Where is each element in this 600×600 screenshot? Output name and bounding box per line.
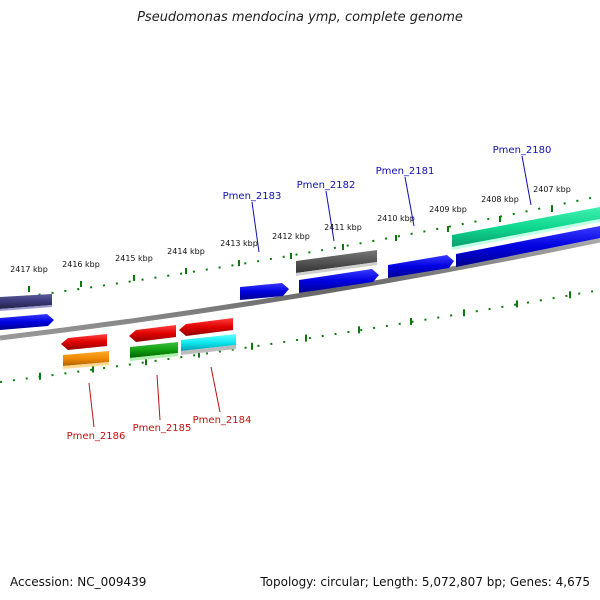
scale-label: 2416 kbp: [62, 260, 100, 269]
gene-label-pmen-2183[interactable]: Pmen_2183: [223, 191, 282, 202]
scale-label: 2413 kbp: [220, 239, 258, 248]
gene-label-pmen-2180[interactable]: Pmen_2180: [493, 145, 552, 156]
gene-feature-pmen-2185[interactable]: [129, 325, 176, 342]
gene-feature-pmen-2180[interactable]: [456, 226, 600, 267]
scale-label: 2410 kbp: [377, 214, 415, 223]
gene-label-pmen-2184[interactable]: Pmen_2184: [193, 415, 252, 426]
scale-label: 2417 kbp: [10, 265, 48, 274]
gene-label-group-pmen-2180: Pmen_2180: [493, 145, 552, 206]
scale-labels: 2417 kbp 2416 kbp 2415 kbp 2414 kbp 2413 kbp…: [10, 185, 571, 274]
gene-feature-pmen-2183[interactable]: [240, 283, 289, 300]
gene-label-group-pmen-2185: Pmen_2185: [133, 374, 192, 434]
gene-label-pmen-2185[interactable]: Pmen_2185: [133, 423, 192, 434]
gene-feature-pmen-2186[interactable]: [61, 334, 107, 350]
gene-feature-pmen-2181[interactable]: [388, 255, 454, 278]
gene-feature-blue-left[interactable]: [0, 314, 54, 330]
scale-label: 2412 kbp: [272, 232, 310, 241]
accession-text: Accession: NC_009439: [10, 575, 147, 589]
inner-major-ticks: [39, 291, 571, 380]
scale-label: 2408 kbp: [481, 195, 519, 204]
scale-label: 2409 kbp: [429, 205, 467, 214]
gene-label-pmen-2181[interactable]: Pmen_2181: [376, 166, 435, 177]
gene-feature-pmen-2182[interactable]: [299, 269, 379, 293]
gene-feature-teal[interactable]: [452, 207, 600, 250]
gene-label-group-pmen-2184: Pmen_2184: [193, 366, 252, 426]
gene-label-pmen-2186[interactable]: Pmen_2186: [67, 431, 126, 442]
gene-label-group-pmen-2183: Pmen_2183: [223, 191, 282, 253]
scale-label: 2414 kbp: [167, 247, 205, 256]
gene-feature-orange[interactable]: [63, 351, 109, 369]
gene-label-pmen-2182[interactable]: Pmen_2182: [297, 180, 356, 191]
gene-label-group-pmen-2181: Pmen_2181: [376, 166, 435, 227]
gene-feature-pmen-2184[interactable]: [179, 318, 233, 336]
gene-label-group-pmen-2186: Pmen_2186: [67, 382, 126, 442]
scale-label: 2407 kbp: [533, 185, 571, 194]
genome-summary-text: Topology: circular; Length: 5,072,807 bp…: [260, 575, 590, 589]
outer-major-ticks: [28, 206, 553, 292]
genome-backbone: [0, 237, 600, 341]
scale-label: 2411 kbp: [324, 223, 362, 232]
map-title: Pseudomonas mendocina ymp, complete geno…: [137, 10, 463, 25]
gene-label-group-pmen-2182: Pmen_2182: [297, 180, 356, 242]
gene-feature-green[interactable]: [130, 342, 178, 361]
gene-feature-cyan[interactable]: [181, 334, 236, 355]
gene-feature-grey[interactable]: [296, 250, 377, 276]
scale-label: 2415 kbp: [115, 254, 153, 263]
gene-feature-navy-left[interactable]: [0, 294, 52, 311]
